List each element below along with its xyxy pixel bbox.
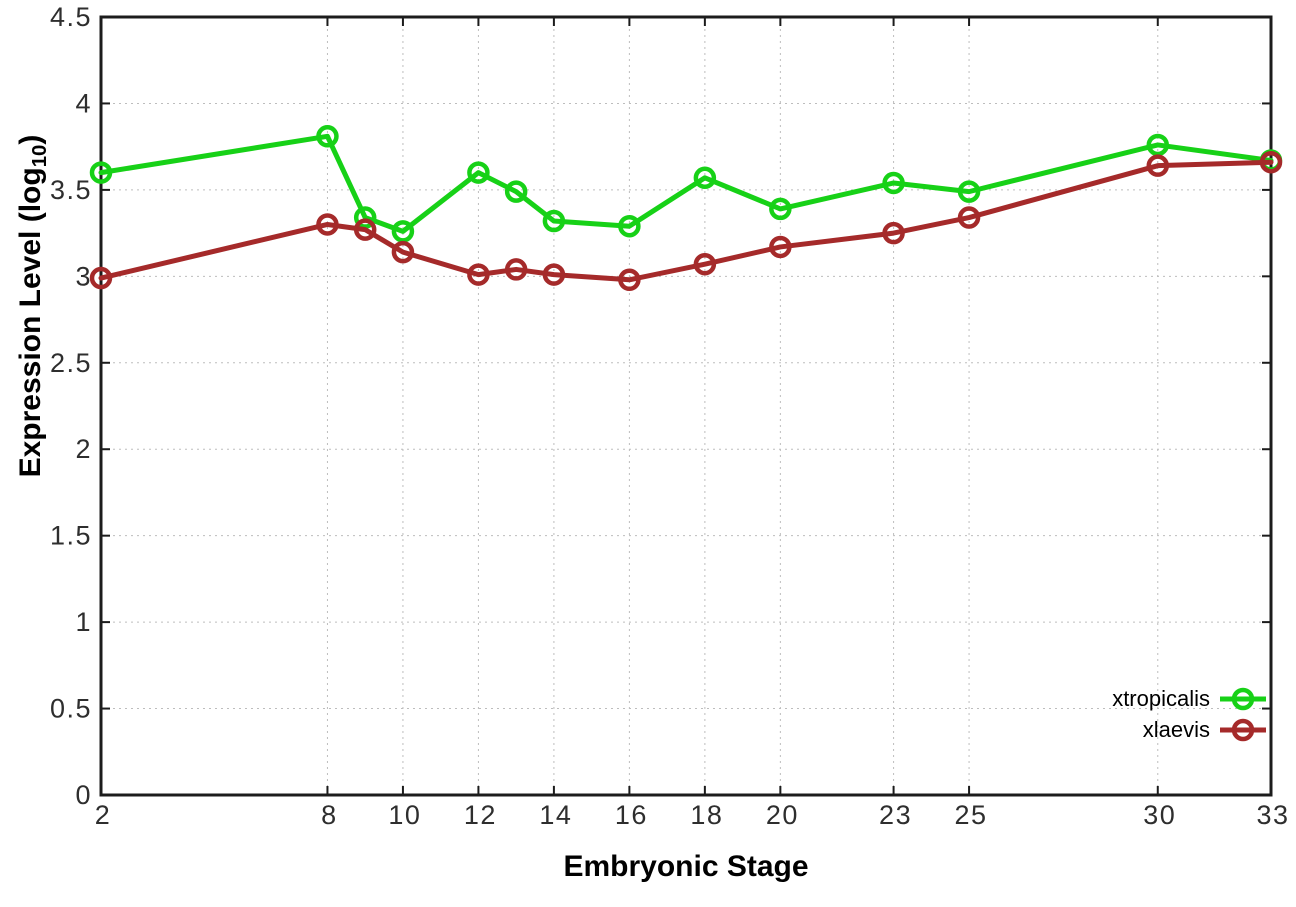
y-tick-label: 1.5 bbox=[50, 521, 92, 551]
data-point-marker bbox=[391, 220, 415, 243]
y-axis-title-close: ) bbox=[14, 134, 48, 145]
y-tick-label: 1 bbox=[75, 607, 92, 637]
data-point-marker bbox=[316, 213, 339, 236]
axis-ticks bbox=[100, 16, 1272, 796]
data-point-marker bbox=[542, 209, 566, 233]
series-line-xtropicalis bbox=[98, 133, 1274, 234]
data-point-marker bbox=[882, 171, 905, 195]
data-point-marker bbox=[618, 214, 641, 238]
data-point-marker bbox=[957, 206, 981, 229]
x-tick-labels: 2 8 10 12 14 16 18 20 23 25 30 33 bbox=[95, 800, 1289, 830]
data-point-marker bbox=[693, 252, 717, 276]
series-markers-xlaevis bbox=[89, 150, 1283, 292]
y-axis-title-text: Expression Level (log bbox=[14, 167, 48, 478]
y-tick-label: 2.5 bbox=[50, 348, 92, 378]
legend-label-xlaevis: xlaevis bbox=[1142, 717, 1210, 742]
data-point-marker bbox=[467, 161, 490, 184]
y-tick-label: 4.5 bbox=[50, 2, 92, 32]
x-tick-label: 16 bbox=[615, 800, 648, 830]
data-point-marker bbox=[1259, 150, 1283, 174]
data-point-marker bbox=[504, 258, 528, 281]
plot-border bbox=[99, 15, 1273, 797]
x-tick-label: 10 bbox=[388, 800, 421, 830]
series-markers-xtropicalis bbox=[89, 125, 1283, 243]
x-tick-label: 25 bbox=[955, 800, 988, 830]
data-point-marker bbox=[618, 268, 641, 292]
data-point-marker bbox=[1146, 154, 1170, 177]
data-point-marker bbox=[353, 218, 377, 241]
data-point-marker bbox=[882, 221, 905, 245]
legend-item-xtropicalis: xtropicalis bbox=[1112, 685, 1267, 713]
data-point-marker bbox=[353, 206, 377, 229]
legend: xtropicalis xlaevis bbox=[1112, 685, 1267, 744]
data-point-marker bbox=[316, 125, 339, 148]
xlaevis-line-marker-icon bbox=[1220, 718, 1266, 742]
y-tick-label: 2 bbox=[75, 434, 92, 464]
x-tick-label: 23 bbox=[879, 800, 912, 830]
legend-label-xtropicalis: xtropicalis bbox=[1112, 686, 1210, 711]
y-tick-label: 3.5 bbox=[50, 175, 92, 205]
data-point-marker bbox=[89, 266, 113, 290]
data-point-marker bbox=[542, 263, 566, 286]
x-tick-label: 33 bbox=[1256, 800, 1289, 830]
x-tick-label: 30 bbox=[1143, 800, 1176, 830]
xtropicalis-line-marker-icon bbox=[1220, 687, 1266, 711]
data-point-marker bbox=[1146, 133, 1170, 157]
data-point-marker bbox=[957, 180, 981, 203]
data-point-marker bbox=[391, 240, 415, 264]
data-point-marker bbox=[89, 161, 113, 184]
x-tick-label: 12 bbox=[464, 800, 497, 830]
y-axis-title-subscript: 10 bbox=[28, 144, 51, 168]
y-axis-title: Expression Level (log10) bbox=[14, 135, 52, 478]
x-tick-label: 18 bbox=[690, 800, 723, 830]
data-point-marker bbox=[693, 166, 717, 190]
series-line-xlaevis bbox=[98, 159, 1274, 283]
y-tick-label: 3 bbox=[75, 261, 92, 291]
x-tick-label: 20 bbox=[766, 800, 799, 830]
y-tick-label: 0 bbox=[75, 780, 92, 810]
grid-lines bbox=[100, 16, 1272, 796]
x-axis-title: Embryonic Stage bbox=[563, 850, 809, 883]
y-tick-label: 4 bbox=[75, 88, 92, 118]
legend-item-xlaevis: xlaevis bbox=[1143, 716, 1267, 744]
y-tick-labels: 0 0.5 1 1.5 2 2.5 3 3.5 4 4.5 bbox=[50, 2, 92, 810]
data-point-marker bbox=[769, 197, 792, 221]
x-tick-label: 8 bbox=[321, 800, 338, 830]
y-tick-label: 0.5 bbox=[50, 694, 92, 724]
data-point-marker bbox=[504, 180, 528, 203]
x-tick-label: 2 bbox=[95, 800, 112, 830]
x-tick-label: 14 bbox=[539, 800, 572, 830]
data-point-marker bbox=[769, 235, 792, 259]
data-point-marker bbox=[467, 263, 490, 286]
